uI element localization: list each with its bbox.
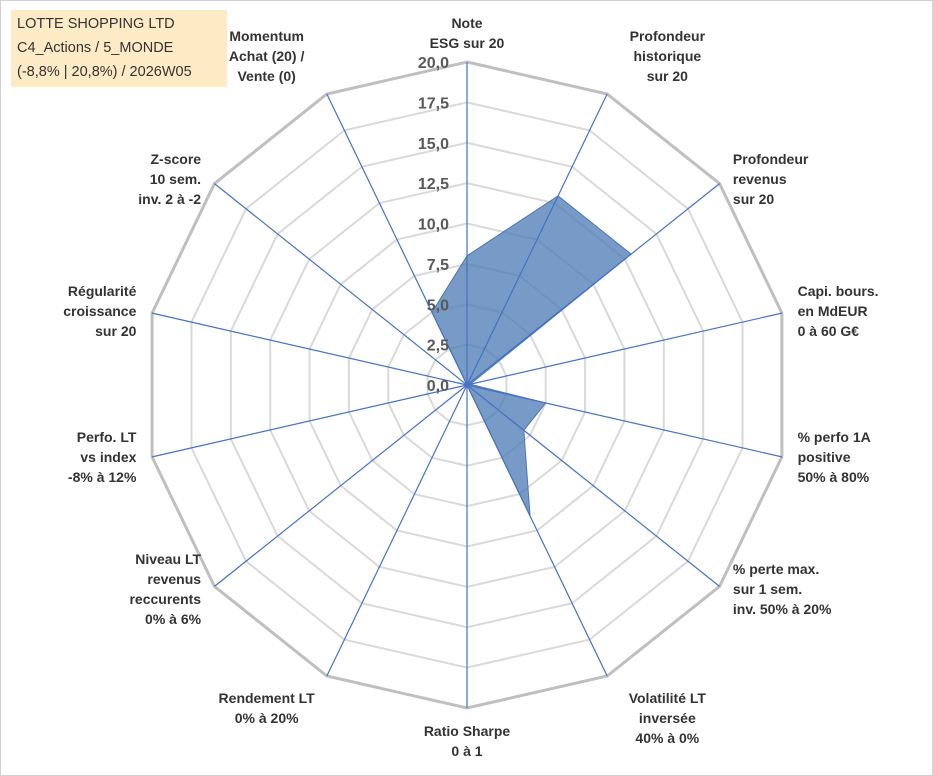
axis-label: Profondeur revenus sur 20 — [733, 151, 809, 207]
axis-label: Volatilité LT inversée 40% à 0% — [629, 690, 707, 746]
axis-spoke — [466, 93, 608, 386]
tick-label: 2,5 — [427, 338, 449, 355]
axis-label: Profondeur historique sur 20 — [630, 28, 706, 84]
tick-label: 0,0 — [427, 378, 449, 395]
axis-label: % perte max. sur 1 sem. inv. 50% à 20% — [733, 561, 832, 617]
axis-label: Niveau LT revenus reccurents 0% à 6% — [129, 551, 201, 627]
axis-spoke — [214, 183, 468, 386]
axis-label: Capi. bours. en MdEUR 0 à 60 G€ — [798, 283, 879, 339]
axis-spoke — [466, 384, 783, 458]
axis-spoke — [466, 384, 720, 587]
tick-label: 5,0 — [427, 297, 449, 314]
axis-spoke — [466, 183, 720, 386]
tick-label: 17,5 — [418, 95, 449, 112]
axis-label: % perfo 1A positive 50% à 80% — [798, 429, 871, 485]
tick-label: 12,5 — [418, 176, 449, 193]
axis-spoke — [214, 384, 468, 587]
axis-label: Rendement LT 0% à 20% — [219, 690, 316, 726]
axis-label: Perfo. LT vs index -8% à 12% — [68, 429, 137, 485]
axis-spoke — [466, 312, 783, 386]
axis-spoke — [151, 384, 468, 458]
axis-spoke — [326, 93, 468, 386]
axis-label: Régularité croissance sur 20 — [63, 283, 136, 339]
chart-title-box: LOTTE SHOPPING LTD C4_Actions / 5_MONDE … — [11, 10, 227, 87]
axis-spoke — [151, 312, 468, 386]
axis-label: Z-score 10 sem. inv. 2 à -2 — [138, 151, 201, 207]
range-week-label: (-8,8% | 20,8%) / 2026W05 — [17, 64, 192, 80]
axis-spoke — [326, 384, 468, 677]
axis-label: Momentum Achat (20) / Vente (0) — [229, 28, 305, 84]
company-name: LOTTE SHOPPING LTD — [17, 16, 175, 32]
tick-label: 20,0 — [418, 55, 449, 72]
tick-label: 10,0 — [418, 217, 449, 234]
axis-label: Note ESG sur 20 — [430, 15, 505, 51]
tick-label: 7,5 — [427, 257, 449, 274]
tick-label: 15,0 — [418, 136, 449, 153]
category-label: C4_Actions / 5_MONDE — [17, 40, 174, 56]
axis-spoke — [466, 384, 608, 677]
axis-label: Ratio Sharpe 0 à 1 — [424, 723, 511, 759]
